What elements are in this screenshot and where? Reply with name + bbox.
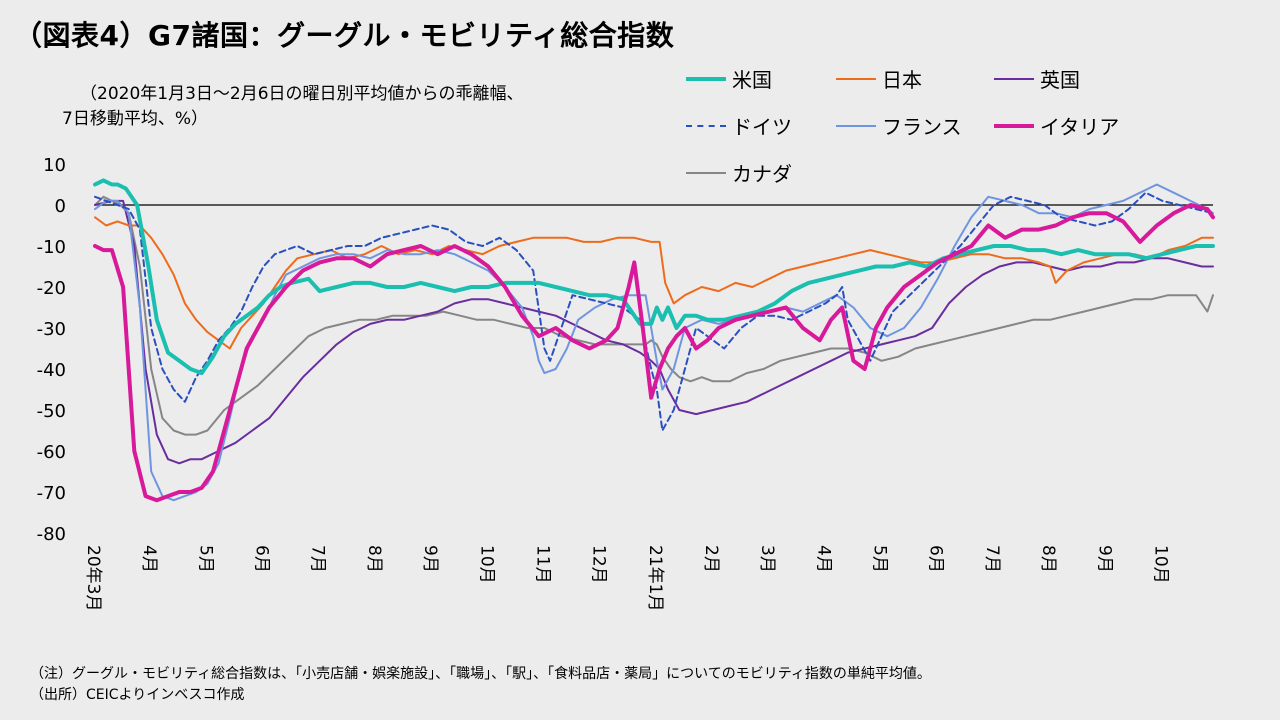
legend-label: 英国	[1040, 68, 1080, 92]
y-tick-label: 0	[55, 196, 66, 217]
x-tick-label: 4月	[813, 545, 833, 573]
legend-label: イタリア	[1040, 115, 1120, 139]
x-tick-label: 2月	[701, 545, 721, 573]
legend-label: 米国	[732, 68, 772, 92]
x-tick-label: 12月	[589, 545, 609, 584]
x-tick-label: 6月	[926, 545, 946, 573]
legend-swatch	[994, 77, 1034, 80]
legend-label: 日本	[882, 68, 922, 92]
subtitle-line-2: 7日移動平均、%）	[62, 109, 208, 129]
x-tick-label: 10月	[1150, 545, 1170, 584]
y-tick-label: -20	[37, 278, 66, 299]
x-tick-label: 8月	[1038, 545, 1058, 573]
legend-swatch	[836, 124, 876, 127]
x-tick-label: 10月	[476, 545, 496, 584]
legend-item: 米国	[686, 64, 772, 93]
x-tick-label: 21年1月	[645, 545, 665, 611]
x-tick-label: 9月	[1094, 545, 1114, 573]
legend-label: フランス	[882, 115, 962, 139]
x-tick-label: 4月	[139, 545, 159, 573]
note-definition: （注）グーグル・モビリティ総合指数は、「小売店舗・娯楽施設」、「職場」、「駅」、…	[30, 666, 931, 682]
x-tick-label: 8月	[364, 545, 384, 573]
legend-swatch	[686, 124, 726, 127]
legend-label: カナダ	[732, 162, 792, 186]
x-tick-label: 7月	[982, 545, 1002, 573]
chart-legend: 米国 日本 英国ドイツ フランス イタリアカナダ	[686, 64, 1246, 194]
chart-title: （図表4）G7諸国：グーグル・モビリティ総合指数	[14, 19, 675, 52]
x-tick-label: 9月	[420, 545, 440, 573]
series-line-1	[93, 178, 1215, 376]
y-tick-label: -30	[37, 319, 66, 340]
legend-swatch	[994, 123, 1034, 128]
legend-swatch	[686, 76, 726, 81]
chart-subtitle: （2020年1月3日～2月6日の曜日別平均値からの乖離幅、 7日移動平均、%）	[62, 82, 524, 132]
x-tick-label: 6月	[252, 545, 272, 573]
y-tick-label: -40	[37, 360, 66, 381]
y-tick-label: -70	[37, 483, 66, 504]
legend-item: 日本	[836, 64, 922, 93]
legend-item: ドイツ	[686, 111, 792, 140]
legend-swatch	[836, 77, 876, 80]
y-tick-label: -10	[37, 237, 66, 258]
y-tick-label: -60	[37, 442, 66, 463]
x-tick-label: 5月	[870, 545, 890, 573]
y-tick-label: 10	[43, 155, 66, 176]
legend-item: カナダ	[686, 158, 792, 187]
legend-item: 英国	[994, 64, 1080, 93]
y-tick-label: -80	[37, 524, 66, 545]
chart-notes: （注）グーグル・モビリティ総合指数は、「小売店舗・娯楽施設」、「職場」、「駅」、…	[30, 664, 931, 706]
note-source: （出所）CEICよりインベスコ作成	[30, 687, 245, 703]
series-line-2	[94, 216, 1214, 350]
series-line-5	[94, 183, 1214, 502]
x-tick-label: 20年3月	[83, 545, 103, 611]
series-line-7	[94, 195, 1214, 436]
x-tick-label: 5月	[195, 545, 215, 573]
series-line-6	[93, 203, 1215, 503]
legend-item: イタリア	[994, 111, 1119, 140]
legend-item: フランス	[836, 111, 962, 140]
legend-swatch	[686, 171, 726, 174]
x-tick-label: 7月	[308, 545, 328, 573]
x-tick-label: 3月	[757, 545, 777, 573]
y-tick-label: -50	[37, 401, 66, 422]
legend-label: ドイツ	[732, 115, 792, 139]
subtitle-line-1: （2020年1月3日～2月6日の曜日別平均値からの乖離幅、	[80, 84, 524, 104]
series-line-3	[94, 199, 1214, 465]
x-tick-label: 11月	[532, 545, 552, 584]
